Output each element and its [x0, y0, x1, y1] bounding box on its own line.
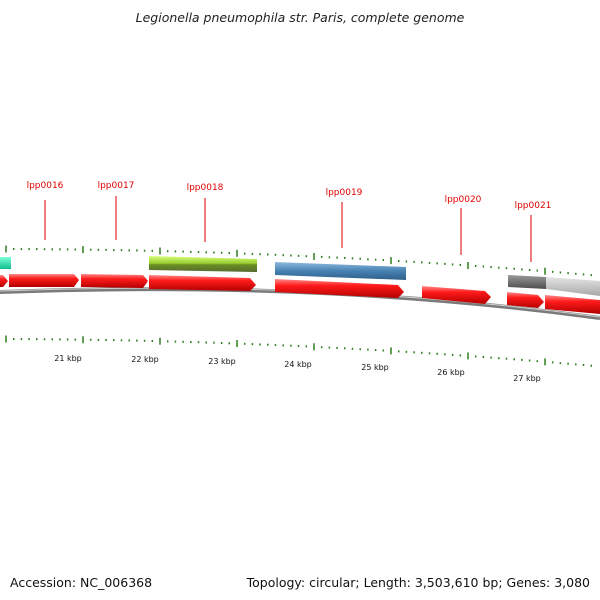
genome-summary: Topology: circular; Length: 3,503,610 bp… [246, 575, 590, 590]
scale-label: 26 kbp [437, 368, 465, 377]
gene-label[interactable]: lpp0019 [326, 188, 363, 198]
scale-label: 23 kbp [208, 357, 236, 366]
gene-label[interactable]: lpp0018 [187, 183, 224, 193]
scale-label: 22 kbp [131, 355, 159, 364]
cds-arrow[interactable] [9, 274, 79, 287]
scale-labels: 21 kbp 22 kbp 23 kbp 24 kbp 25 kbp 26 kb… [54, 354, 541, 383]
gene-label[interactable]: lpp0017 [98, 181, 135, 191]
gene-label[interactable]: lpp0021 [515, 201, 552, 211]
feature-green[interactable] [149, 256, 257, 272]
gene-labels: lpp0016 lpp0017 lpp0018 lpp0019 lpp0020 … [27, 181, 552, 211]
cds-arrow[interactable] [0, 275, 8, 287]
gene-label[interactable]: lpp0020 [445, 195, 482, 205]
cds-arrow[interactable] [81, 274, 148, 288]
feature-teal[interactable] [0, 257, 11, 269]
cds-arrow[interactable] [507, 292, 544, 308]
cds-arrow[interactable] [545, 295, 600, 314]
lower-tick-track [5, 335, 592, 367]
scale-label: 27 kbp [513, 374, 541, 383]
feature-light-gray[interactable] [546, 277, 600, 296]
upper-tick-track [5, 245, 592, 277]
accession-label: Accession: NC_006368 [10, 575, 153, 590]
map-title: Legionella pneumophila str. Paris, compl… [135, 10, 465, 25]
cds-arrow[interactable] [149, 275, 256, 291]
scale-label: 25 kbp [361, 363, 389, 372]
cds-arrow[interactable] [422, 286, 491, 304]
gene-leaders [44, 196, 532, 262]
scale-label: 24 kbp [284, 360, 312, 369]
cds-track [0, 274, 600, 314]
feature-blue[interactable] [275, 262, 406, 280]
gene-label[interactable]: lpp0016 [27, 181, 64, 191]
feature-dark-gray[interactable] [508, 275, 546, 289]
cds-arrow[interactable] [275, 279, 404, 298]
scale-label: 21 kbp [54, 354, 82, 363]
